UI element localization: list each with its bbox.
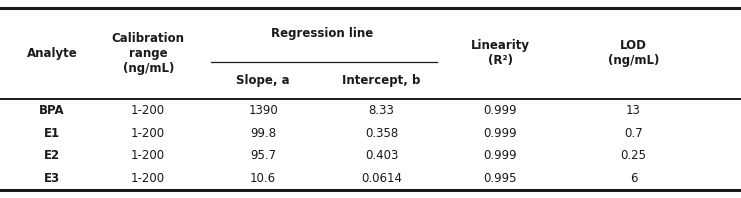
Text: E1: E1 [44,127,60,140]
Text: 0.995: 0.995 [483,172,517,185]
Text: 1390: 1390 [248,104,278,117]
Text: 0.358: 0.358 [365,127,398,140]
Text: 0.999: 0.999 [483,127,517,140]
Text: E3: E3 [44,172,60,185]
Text: 1-200: 1-200 [131,104,165,117]
Text: BPA: BPA [39,104,64,117]
Text: 1-200: 1-200 [131,149,165,162]
Text: Calibration
range
(ng/mL): Calibration range (ng/mL) [112,32,185,75]
Text: 0.0614: 0.0614 [361,172,402,185]
Text: E2: E2 [44,149,60,162]
Text: Slope, a: Slope, a [236,74,290,87]
Text: Regression line: Regression line [271,27,373,40]
Text: Analyte: Analyte [27,47,77,60]
Text: 99.8: 99.8 [250,127,276,140]
Text: 0.999: 0.999 [483,104,517,117]
Text: Intercept, b: Intercept, b [342,74,421,87]
Text: 1-200: 1-200 [131,127,165,140]
Text: 6: 6 [630,172,637,185]
Text: 10.6: 10.6 [250,172,276,185]
Text: 95.7: 95.7 [250,149,276,162]
Text: 0.25: 0.25 [620,149,647,162]
Text: 0.7: 0.7 [624,127,643,140]
Text: 8.33: 8.33 [369,104,394,117]
Text: Linearity
(R²): Linearity (R²) [471,39,530,68]
Text: LOD
(ng/mL): LOD (ng/mL) [608,39,659,68]
Text: 13: 13 [626,104,641,117]
Text: 0.999: 0.999 [483,149,517,162]
Text: 1-200: 1-200 [131,172,165,185]
Text: 0.403: 0.403 [365,149,399,162]
